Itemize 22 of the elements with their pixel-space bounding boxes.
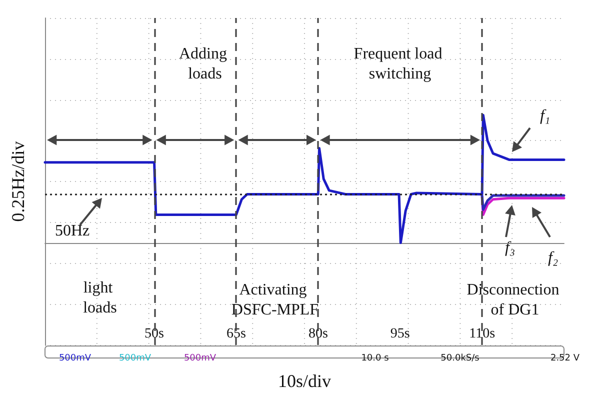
text: Disconnection of DG1: [466, 282, 564, 318]
x-axis-title: 10s/div: [278, 371, 332, 391]
x-tick-label: 80s: [308, 326, 328, 342]
text: 50.0kS/s: [440, 354, 480, 364]
text: f₃: [505, 240, 516, 256]
text: Frequent load switching: [354, 46, 446, 82]
y-axis-title: 0.25Hz/div: [8, 141, 28, 222]
text: 10.0 s: [361, 354, 390, 364]
text: Adding loads: [179, 46, 231, 82]
x-tick-label: 65s: [226, 326, 246, 342]
x-tick-label: 50s: [144, 326, 164, 342]
text: light loads: [83, 280, 117, 316]
text: 500mV: [184, 354, 217, 364]
text: 500mV: [118, 354, 152, 364]
ref-line-label: 50Hz: [55, 222, 90, 240]
text: f₂: [548, 250, 558, 266]
x-tick-label: 95s: [390, 326, 410, 342]
x-tick-label: 110s: [469, 326, 496, 342]
text: 2.52 V: [550, 354, 580, 364]
text: f₁: [540, 108, 550, 124]
text: 500mV: [58, 354, 92, 364]
text: Activating DSFC-MPLF: [231, 282, 319, 318]
